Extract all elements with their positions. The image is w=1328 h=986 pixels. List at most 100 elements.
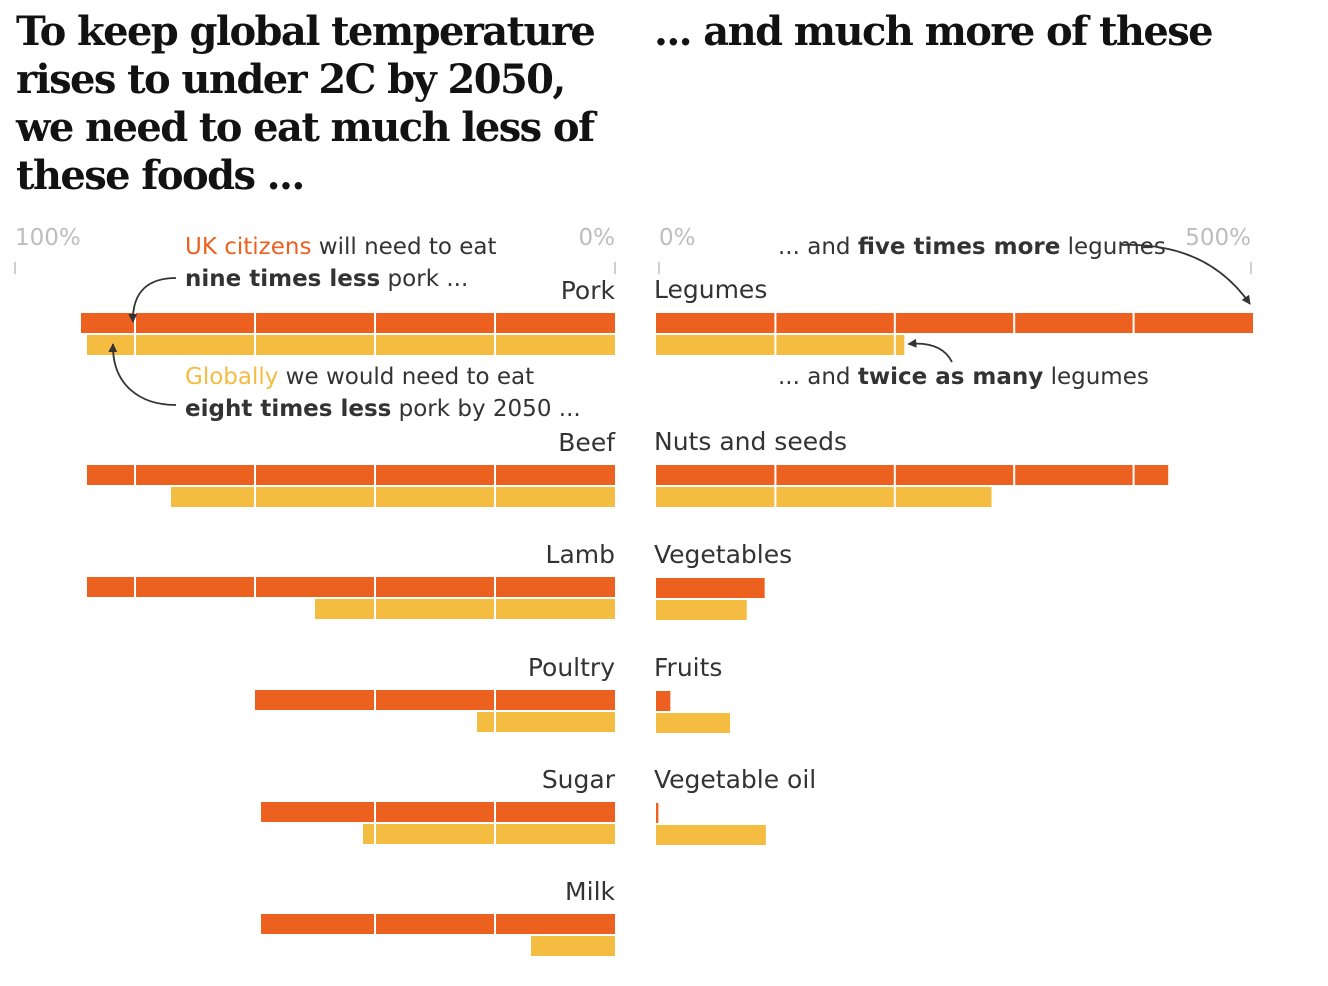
- chart-title-left: To keep global temperature rises to unde…: [16, 8, 596, 199]
- bar-global-poultry: [477, 712, 615, 732]
- annotation-global-left-segment: Globally: [185, 364, 278, 390]
- annotation-uk-left-segment: pork ...: [380, 266, 468, 292]
- bar-uk-pork: [81, 313, 615, 333]
- bar-divider: [134, 335, 136, 355]
- category-label-vegetable-oil: Vegetable oil: [654, 765, 816, 794]
- bar-divider: [374, 313, 376, 333]
- bar-uk-sugar: [261, 802, 615, 822]
- left-axis-tick-label-zero: 0%: [579, 225, 616, 251]
- bar-divider: [494, 335, 496, 355]
- category-label-nuts-and-seeds: Nuts and seeds: [654, 427, 847, 456]
- annotation-uk-left-segment: UK citizens: [185, 234, 311, 260]
- left-axis-tick-label-max: 100%: [15, 225, 81, 251]
- bar-divider: [374, 487, 376, 507]
- annotation-uk-left-segment: nine times less: [185, 266, 380, 292]
- annotation-uk-left: UK citizens will need to eat nine times l…: [185, 234, 497, 292]
- bar-divider: [494, 690, 496, 710]
- bar-global-nuts-and-seeds: [656, 487, 992, 507]
- bars-layer: [81, 313, 1253, 956]
- category-labels-layer: Pork Beef Lamb Poultry Sugar Milk Legumes Nuts …: [528, 275, 847, 906]
- bar-global-vegetable-oil: [656, 825, 766, 845]
- bar-divider: [893, 335, 896, 355]
- bar-divider: [774, 487, 777, 507]
- arrow-global-legumes: [907, 338, 953, 363]
- bar-divider: [494, 802, 496, 822]
- bar-divider: [254, 487, 256, 507]
- bar-divider: [494, 487, 496, 507]
- category-label-vegetables: Vegetables: [654, 540, 792, 569]
- category-label-beef: Beef: [558, 428, 616, 457]
- arrow-global-pork: [108, 343, 177, 406]
- bar-uk-legumes: [656, 313, 1253, 333]
- bar-divider: [254, 577, 256, 597]
- right-axis-tick-label-zero: 0%: [659, 225, 696, 251]
- bar-divider: [374, 802, 376, 822]
- bar-global-milk: [531, 936, 615, 956]
- bar-global-sugar: [363, 824, 615, 844]
- bar-uk-nuts-and-seeds: [656, 465, 1169, 485]
- annotation-global-left-segment: we would need to eat: [278, 364, 534, 390]
- bar-divider: [374, 465, 376, 485]
- bar-divider: [1013, 465, 1016, 485]
- bar-divider: [893, 465, 896, 485]
- bar-divider: [374, 914, 376, 934]
- bar-divider: [374, 690, 376, 710]
- annotation-uk-right-segment: legumes: [1060, 234, 1166, 260]
- annotations-layer: UK citizens will need to eat nine times l…: [108, 234, 1251, 422]
- right-axis-tick-label-max: 500%: [1185, 225, 1251, 251]
- annotation-global-right-segment: ... and: [778, 364, 858, 390]
- chart-title-right: ... and much more of these: [654, 8, 1214, 55]
- bar-divider: [494, 313, 496, 333]
- bar-divider: [134, 577, 136, 597]
- bar-divider: [374, 824, 376, 844]
- bar-divider: [374, 335, 376, 355]
- annotation-global-right-segment: legumes: [1043, 364, 1149, 390]
- bar-divider: [494, 577, 496, 597]
- category-label-poultry: Poultry: [528, 653, 615, 682]
- axes-layer: 100% 0% 0% 500%: [14, 225, 1252, 274]
- category-label-pork: Pork: [561, 276, 616, 305]
- bar-uk-poultry: [255, 690, 615, 710]
- arrow-uk-pork: [128, 277, 177, 323]
- annotation-uk-left-segment: will need to eat: [311, 234, 496, 260]
- bar-divider: [254, 313, 256, 333]
- category-label-milk: Milk: [565, 877, 615, 906]
- bar-divider: [134, 313, 136, 333]
- bar-divider: [893, 313, 896, 333]
- bar-divider: [494, 914, 496, 934]
- annotation-uk-right-segment: ... and: [778, 234, 858, 260]
- bar-global-fruits: [656, 713, 731, 733]
- bar-divider: [774, 465, 777, 485]
- category-label-sugar: Sugar: [542, 765, 616, 794]
- bar-divider: [494, 465, 496, 485]
- bar-global-pork: [87, 335, 615, 355]
- bar-divider: [254, 335, 256, 355]
- annotation-uk-right: ... and five times more legumes: [778, 234, 1166, 260]
- bar-uk-fruits: [656, 691, 671, 711]
- bar-divider: [374, 577, 376, 597]
- annotation-global-left-segment: pork by 2050 ...: [391, 396, 580, 422]
- annotation-global-right-segment: twice as many: [858, 364, 1043, 390]
- arrow-uk-legumes: [1121, 244, 1251, 305]
- bar-uk-vegetables: [656, 578, 765, 598]
- category-label-fruits: Fruits: [654, 653, 722, 682]
- bar-uk-beef: [87, 465, 615, 485]
- annotation-global-left-segment: eight times less: [185, 396, 391, 422]
- bar-divider: [494, 824, 496, 844]
- bar-uk-lamb: [87, 577, 615, 597]
- bar-divider: [774, 335, 777, 355]
- bar-divider: [254, 465, 256, 485]
- bar-global-legumes: [656, 335, 905, 355]
- bar-divider: [134, 465, 136, 485]
- bar-uk-milk: [261, 914, 615, 934]
- bar-divider: [893, 487, 896, 507]
- category-label-legumes: Legumes: [654, 275, 767, 304]
- category-label-lamb: Lamb: [546, 540, 615, 569]
- annotation-global-left: Globally we would need to eat eight times…: [185, 364, 581, 422]
- bar-divider: [374, 599, 376, 619]
- bar-divider: [774, 313, 777, 333]
- bar-global-lamb: [315, 599, 615, 619]
- annotation-global-right: ... and twice as many legumes: [778, 364, 1149, 390]
- bar-global-beef: [171, 487, 615, 507]
